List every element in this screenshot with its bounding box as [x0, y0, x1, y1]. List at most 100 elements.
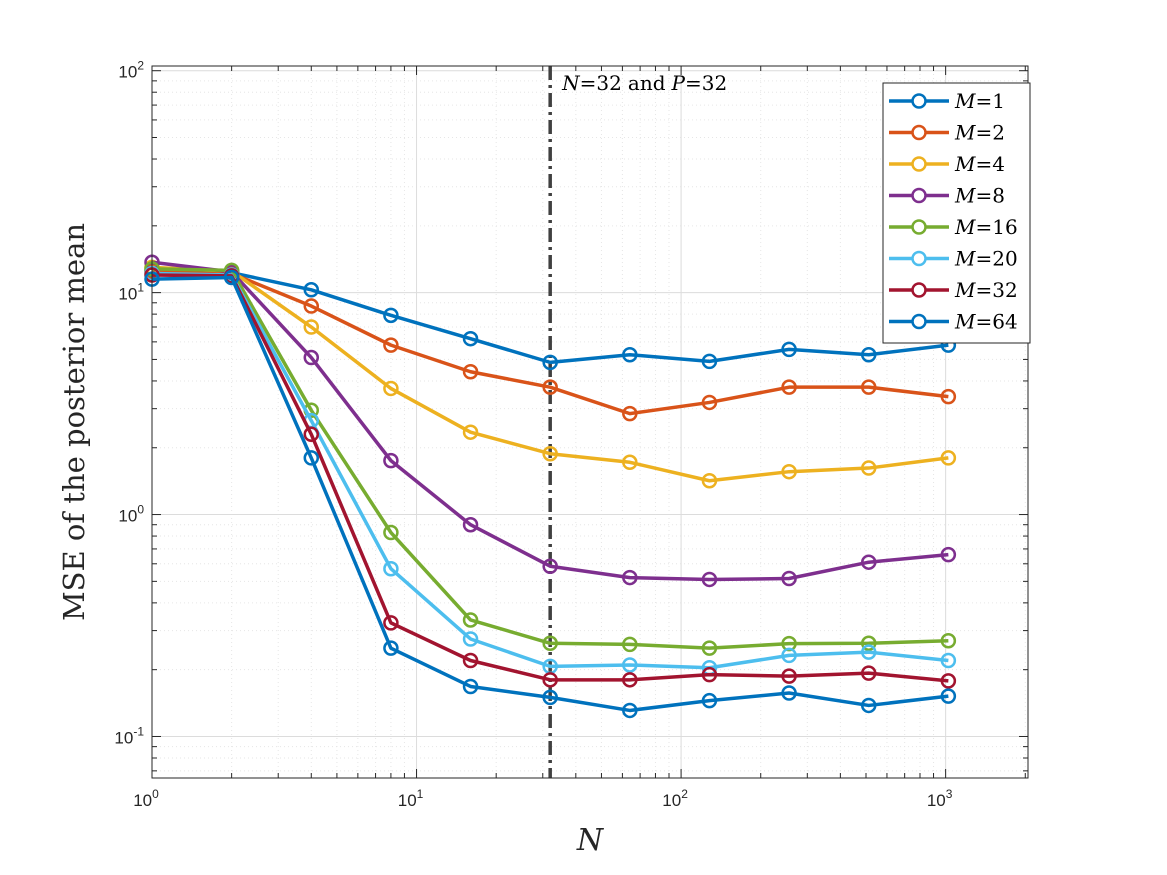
data-point	[701, 473, 718, 489]
data-point	[383, 307, 399, 324]
data-point	[462, 678, 479, 695]
data-point	[622, 702, 638, 719]
data-point	[542, 672, 558, 688]
data-point	[860, 379, 877, 395]
data-point	[303, 450, 320, 466]
data-point	[940, 652, 957, 669]
data-point	[860, 460, 877, 476]
data-point	[860, 635, 877, 652]
data-point	[383, 337, 399, 353]
data-point	[622, 657, 638, 673]
x-tick-label: 103	[927, 787, 953, 810]
y-tick-label: 10-1	[114, 724, 144, 747]
data-point	[542, 558, 558, 574]
data-point	[940, 688, 957, 704]
data-point	[940, 673, 957, 689]
legend-item: M=1	[889, 89, 1005, 113]
data-point	[701, 394, 718, 411]
data-point	[462, 364, 479, 380]
data-point	[383, 452, 399, 469]
data-point	[781, 668, 797, 684]
legend-label: M=32	[954, 278, 1018, 302]
data-point	[701, 692, 718, 709]
data-point	[860, 665, 877, 681]
legend-item: M=16	[889, 215, 1018, 239]
legend-label: M=2	[954, 121, 1005, 145]
data-point	[622, 672, 638, 688]
annotation-var2: P	[671, 71, 686, 95]
data-point	[383, 524, 399, 541]
annotation-var1: N	[561, 71, 581, 95]
legend-label: M=4	[954, 152, 1005, 176]
data-point	[701, 571, 718, 588]
series-M-32	[144, 267, 957, 689]
legend-box	[882, 82, 1031, 344]
data-point	[622, 569, 638, 586]
legend-swatch-marker	[911, 282, 927, 298]
data-point	[781, 635, 797, 652]
data-point	[701, 353, 718, 370]
grid-minor	[152, 66, 1028, 778]
data-point	[383, 640, 399, 656]
data-point	[303, 319, 320, 335]
axes-box	[151, 65, 1029, 779]
legend-swatch-marker	[911, 156, 927, 172]
data-point	[542, 689, 558, 706]
data-point	[462, 631, 479, 647]
legend-label: M=8	[954, 184, 1005, 208]
data-point	[781, 647, 797, 664]
data-point	[701, 666, 718, 683]
legend-item: M=4	[889, 152, 1005, 176]
data-point	[303, 426, 320, 443]
y-tick-label: 102	[118, 59, 144, 82]
legend-label: M=20	[954, 247, 1018, 271]
data-point	[781, 341, 797, 358]
data-point	[940, 546, 957, 563]
legend-item: M=64	[889, 310, 1018, 334]
series-line	[151, 271, 949, 670]
data-point	[781, 685, 797, 701]
data-point	[542, 445, 558, 462]
legend-swatch-marker	[911, 93, 927, 109]
legend-label: M=16	[954, 215, 1018, 239]
legend-item: M=32	[889, 278, 1018, 302]
series-line	[151, 275, 949, 713]
series-line	[151, 265, 949, 483]
y-tick-label: 101	[118, 281, 144, 304]
annotation-and: and	[628, 71, 666, 95]
series-line	[151, 273, 949, 683]
data-point	[860, 644, 877, 660]
y-tick-labels: 10-1 100 101 102	[114, 59, 144, 748]
legend-swatch-marker	[911, 124, 927, 141]
data-point	[940, 632, 957, 649]
series-layer	[144, 254, 957, 719]
y-tick-label: 100	[118, 503, 144, 526]
data-point	[542, 635, 558, 652]
legend-label: M=64	[954, 310, 1018, 334]
legend-swatch-marker	[911, 187, 927, 204]
data-point	[622, 454, 638, 471]
data-point	[462, 330, 479, 347]
series-line	[151, 267, 949, 650]
data-point	[860, 346, 877, 363]
x-tick-labels: 100 101 102 103	[133, 787, 953, 810]
series-line	[151, 270, 949, 416]
legend-swatch-marker	[911, 313, 927, 330]
y-axis-label: MSE of the posterior mean	[57, 223, 91, 621]
data-point	[383, 615, 399, 631]
data-point	[622, 636, 638, 653]
x-tick-label: 101	[398, 787, 424, 810]
data-point	[860, 697, 877, 714]
series-M-2	[144, 264, 957, 422]
data-point	[462, 516, 479, 533]
data-point	[701, 640, 718, 656]
x-tick-label: 102	[662, 787, 688, 810]
series-M-8	[144, 254, 957, 588]
data-point	[542, 354, 558, 371]
series-line	[151, 268, 949, 365]
data-point	[223, 269, 240, 286]
data-point	[462, 424, 479, 440]
annotation-eq1: =32	[580, 71, 622, 95]
data-point	[940, 450, 957, 466]
